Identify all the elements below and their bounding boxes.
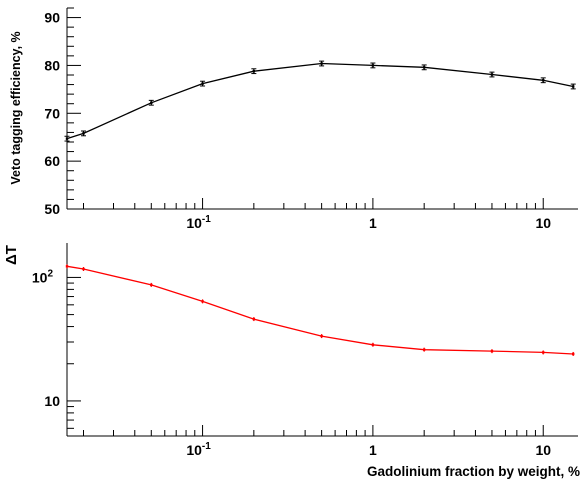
efficiency-data-point [489, 71, 495, 78]
delta-t-x-tick-label: 10-1 [186, 441, 211, 458]
delta-t-x-tick-label: 10 [535, 442, 551, 458]
efficiency-y-tick-label: 60 [44, 153, 60, 169]
delta-t-y-axis-title: ΔT [3, 245, 20, 265]
efficiency-series-line [66, 62, 574, 140]
delta-t-data-point [65, 264, 69, 269]
efficiency-data-point [370, 62, 376, 69]
efficiency-panel: 10-1 1 10 50 60 70 80 90 Veto tagging efficienc… [9, 7, 578, 231]
efficiency-data-point [540, 77, 546, 84]
delta-t-series-line [66, 265, 574, 355]
efficiency-data-point [200, 80, 206, 87]
efficiency-y-tick-label: 50 [44, 201, 60, 217]
efficiency-data-point [81, 130, 87, 137]
efficiency-y-tick-label: 90 [44, 10, 60, 26]
delta-t-data-point [252, 317, 256, 322]
efficiency-axes: 10-1 1 10 50 60 70 80 90 [44, 7, 578, 231]
efficiency-y-tick-label: 80 [44, 57, 60, 73]
efficiency-series [64, 60, 576, 142]
delta-t-data-point [320, 334, 323, 339]
delta-t-data-point [371, 342, 375, 347]
efficiency-y-axis-title: Veto tagging efficiency, % [9, 31, 23, 184]
delta-t-panel: 10-1 1 10 10 102 ΔT Gadolinium fraction by w… [3, 243, 580, 479]
delta-t-series [65, 264, 575, 356]
delta-t-data-point [572, 351, 575, 356]
delta-t-data-point [542, 350, 545, 355]
efficiency-x-tick-label: 10 [535, 215, 551, 231]
efficiency-y-tick-label: 70 [44, 105, 60, 121]
gadolinium-x-axis-title: Gadolinium fraction by weight, % [367, 464, 580, 479]
efficiency-data-point [148, 99, 154, 106]
delta-t-x-tick-label: 1 [369, 442, 377, 458]
efficiency-data-point [570, 83, 576, 90]
efficiency-data-point [64, 135, 70, 142]
delta-t-data-point [422, 347, 426, 352]
delta-t-data-point [490, 349, 494, 354]
efficiency-data-point [251, 68, 257, 75]
delta-t-y-tick-label: 10 [44, 393, 60, 409]
efficiency-data-point [319, 60, 325, 67]
efficiency-x-tick-label: 1 [369, 215, 377, 231]
delta-t-data-point [201, 299, 204, 304]
efficiency-data-point [421, 64, 427, 71]
delta-t-axes: 10-1 1 10 10 102 [32, 243, 578, 458]
delta-t-data-point [150, 282, 153, 287]
delta-t-data-point [82, 267, 85, 272]
delta-t-y-tick-label: 102 [32, 268, 54, 285]
efficiency-x-tick-label: 10-1 [186, 214, 211, 231]
